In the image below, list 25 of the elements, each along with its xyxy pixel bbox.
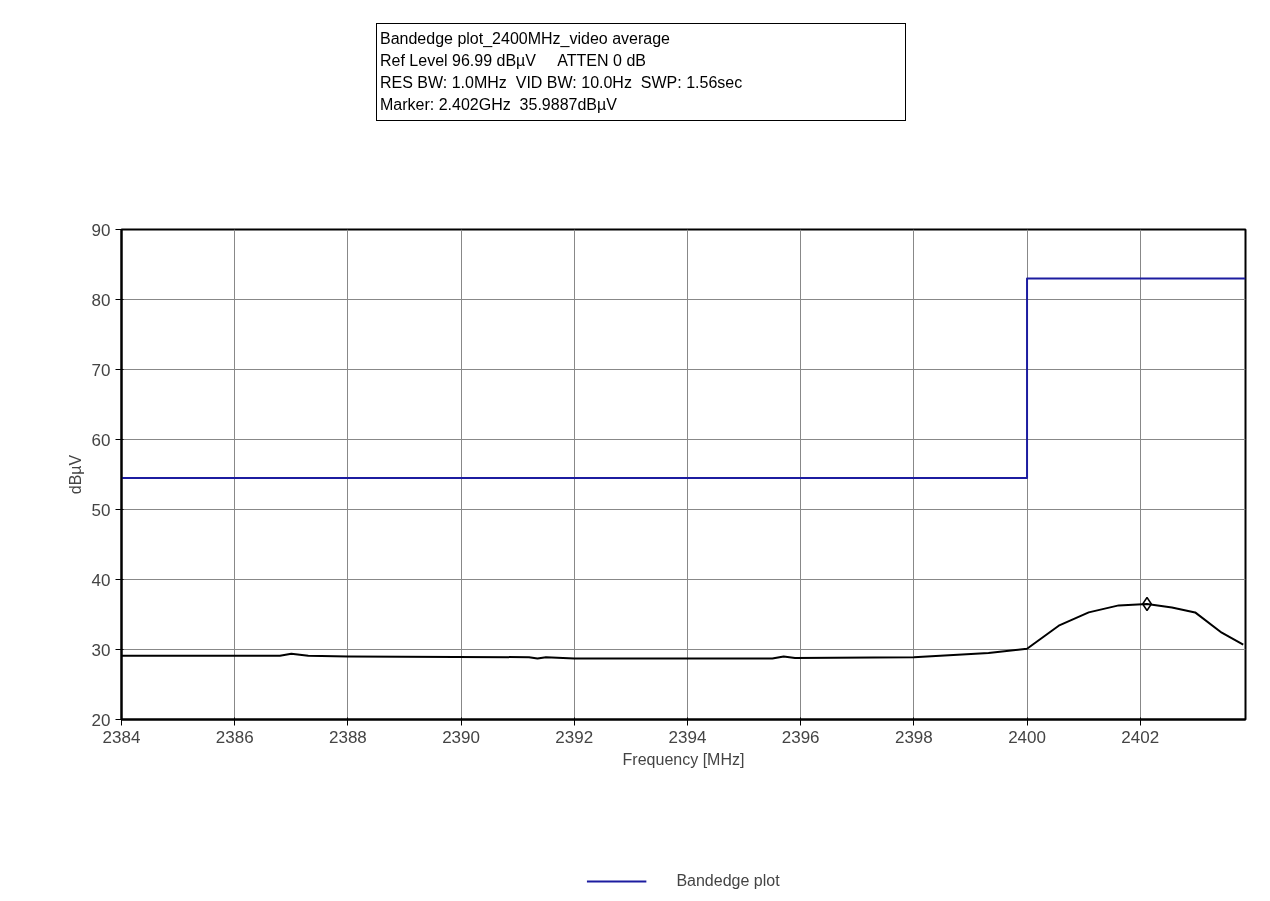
x-tick-label: 2390 (442, 727, 480, 747)
x-tick-label: 2398 (894, 727, 933, 747)
y-tick-label: 80 (91, 290, 111, 310)
y-tick-label: 70 (91, 360, 111, 380)
x-tick-label: 2400 (1008, 727, 1046, 747)
chart-title: Bandedge plot_2400MHz_video average (380, 29, 671, 49)
y-tick-label: 30 (91, 640, 111, 660)
x-tick-label: 2396 (781, 727, 820, 747)
x-tick-label: 2388 (328, 727, 367, 747)
y-tick-label: 50 (91, 500, 111, 520)
y-tick-label: 60 (91, 430, 111, 450)
text: Ref Level 96.99 dBµV ATTEN 0 dB (380, 51, 647, 71)
text: Marker: 2.402GHz 35.9887dBµV (380, 95, 618, 115)
text: RES BW: 1.0MHz VID BW: 10.0Hz SWP: 1.56sec (380, 73, 744, 93)
x-tick-label: 2402 (1121, 727, 1160, 747)
x-tick-label: 2386 (215, 727, 254, 747)
y-axis-title: dBµV (66, 454, 84, 495)
x-tick-label: 2384 (102, 727, 141, 747)
x-tick-label: 2392 (555, 727, 594, 747)
x-axis-title: Frequency [MHz] (622, 750, 745, 768)
y-tick-label: 90 (91, 220, 111, 240)
y-tick-label: 20 (91, 710, 111, 730)
legend-label: Bandedge plot (676, 872, 780, 890)
x-tick-label: 2394 (668, 727, 707, 747)
y-tick-label: 40 (91, 570, 111, 590)
